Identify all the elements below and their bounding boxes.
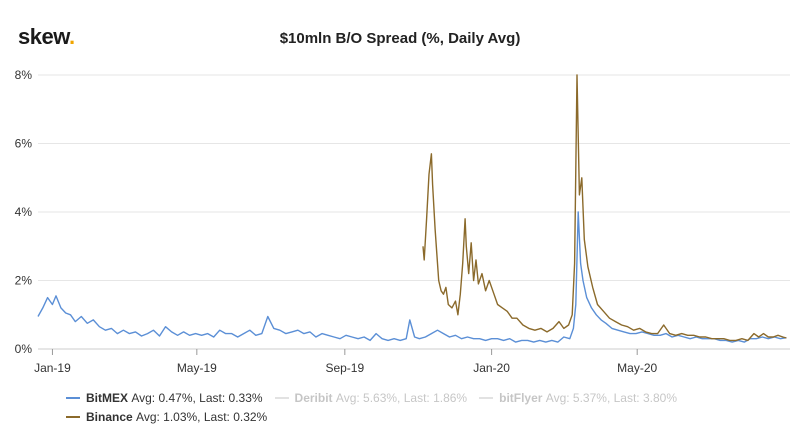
- x-tick-label: May-19: [177, 361, 217, 375]
- series-line-binance: [422, 74, 787, 342]
- legend-item-bitflyer[interactable]: bitFlyer Avg: 5.37%, Last: 3.80%: [479, 391, 677, 405]
- x-tick-label: May-20: [617, 361, 657, 375]
- y-tick-label: 8%: [15, 68, 33, 82]
- y-tick-label: 0%: [15, 342, 33, 356]
- y-tick-label: 4%: [15, 205, 33, 219]
- x-axis: Jan-19 May-19 Sep-19 Jan-20 May-20: [34, 349, 658, 375]
- series-lines: [37, 74, 787, 343]
- y-tick-label: 6%: [15, 137, 33, 151]
- legend-item-bitmex[interactable]: BitMEX Avg: 0.47%, Last: 0.33%: [66, 391, 263, 405]
- skew-logo: skew.: [18, 24, 75, 49]
- x-tick-label: Jan-19: [34, 361, 71, 375]
- legend-item-binance[interactable]: Binance Avg: 1.03%, Last: 0.32%: [66, 410, 267, 424]
- grid-lines: [38, 74, 790, 350]
- y-axis: 0% 2% 4% 6% 8%: [15, 68, 33, 356]
- legend: BitMEX Avg: 0.47%, Last: 0.33% Deribit A…: [66, 388, 689, 426]
- series-line-bitmex: [37, 211, 787, 343]
- x-tick-label: Sep-19: [325, 361, 364, 375]
- legend-item-deribit[interactable]: Deribit Avg: 5.63%, Last: 1.86%: [274, 391, 467, 405]
- chart-title: $10mln B/O Spread (%, Daily Avg): [279, 30, 521, 47]
- y-tick-label: 2%: [15, 274, 33, 288]
- x-tick-label: Jan-20: [473, 361, 510, 375]
